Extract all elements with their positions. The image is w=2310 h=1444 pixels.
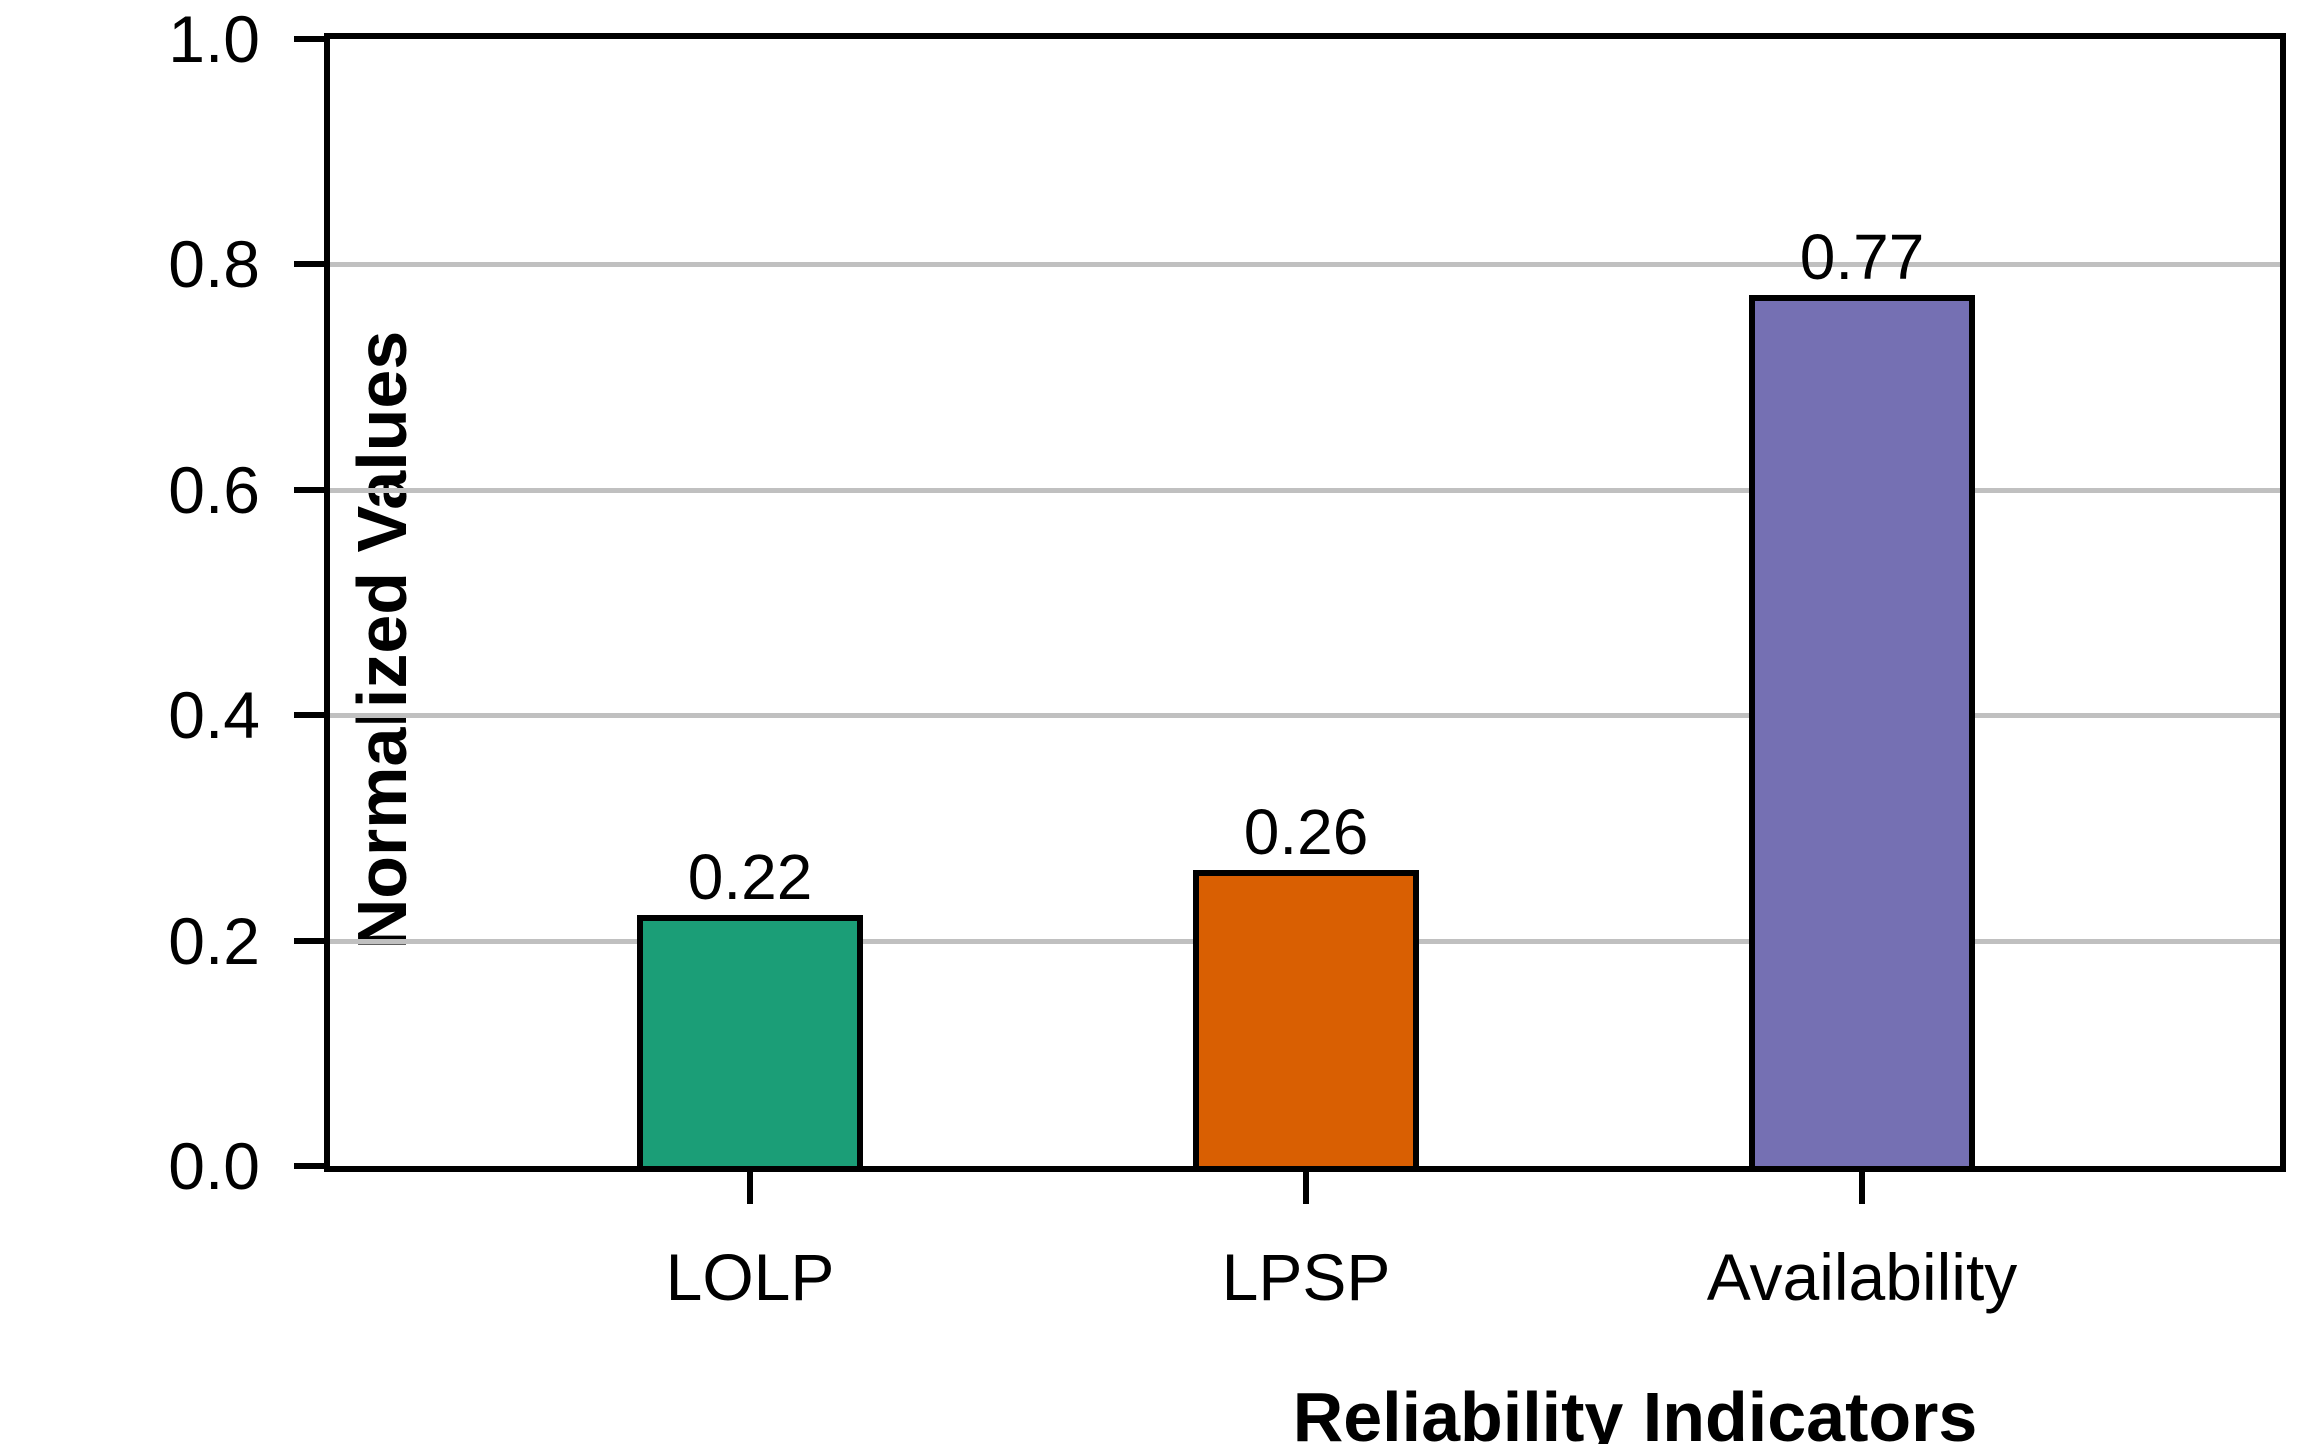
x-axis-tick (1859, 1166, 1865, 1204)
x-axis-title: Reliability Indicators (1292, 1378, 1978, 1444)
y-axis-tick (294, 712, 324, 719)
y-axis-tick (294, 937, 324, 944)
y-axis-tick (294, 486, 324, 493)
y-tick-label: 0.6 (168, 452, 260, 527)
bar-value-label: 0.77 (1799, 221, 1925, 294)
y-axis-tick (294, 1163, 324, 1169)
y-tick-label: 0.4 (168, 678, 260, 753)
plot-area: Reliability Indicators Normalized Values… (168, 6, 2286, 1444)
gridline (330, 713, 2280, 719)
y-tick-label: 0.2 (168, 903, 260, 978)
y-axis-title: Normalized Values (343, 330, 421, 950)
gridline (330, 262, 2280, 268)
y-axis-tick (294, 36, 324, 42)
x-tick-label-availability: Availability (1706, 1240, 2018, 1314)
x-tick-label-lpsp: LPSP (1221, 1240, 1391, 1314)
bar-lolp (637, 915, 863, 1166)
y-tick-label: 0.0 (168, 1129, 260, 1203)
y-tick-label: 0.8 (168, 227, 260, 302)
x-axis-tick (747, 1166, 753, 1204)
x-tick-label-lolp: LOLP (665, 1240, 835, 1314)
y-tick-label: 1.0 (168, 2, 260, 76)
bar-lpsp (1193, 869, 1419, 1166)
x-axis-tick (1303, 1166, 1309, 1204)
bar-availability (1749, 295, 1975, 1166)
bar-value-label: 0.22 (687, 841, 813, 914)
bar-value-label: 0.26 (1243, 795, 1369, 868)
y-axis-tick (294, 261, 324, 268)
gridline (330, 487, 2280, 493)
